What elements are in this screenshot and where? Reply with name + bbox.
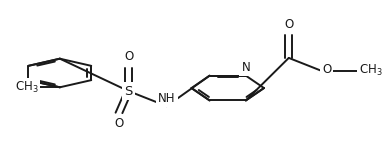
Text: N: N bbox=[241, 61, 250, 74]
Text: O: O bbox=[114, 117, 124, 130]
Text: O: O bbox=[284, 18, 293, 31]
Text: S: S bbox=[124, 85, 133, 98]
Text: O: O bbox=[322, 64, 331, 76]
Text: CH$_3$: CH$_3$ bbox=[15, 80, 38, 95]
Text: NH: NH bbox=[158, 92, 175, 105]
Text: O: O bbox=[124, 50, 133, 64]
Text: CH$_3$: CH$_3$ bbox=[359, 62, 382, 78]
